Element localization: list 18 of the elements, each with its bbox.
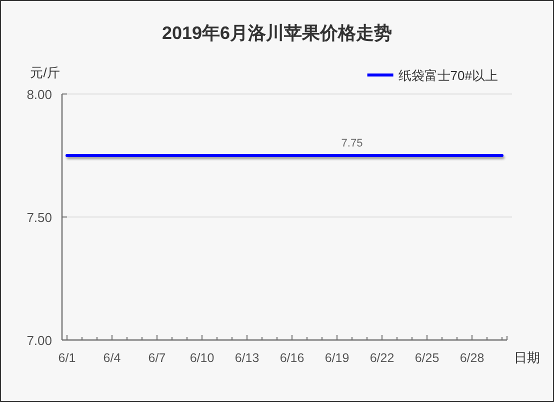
x-tick-label: 6/1	[58, 351, 76, 365]
y-tick-label: 8.00	[26, 87, 52, 102]
y-tick-label: 7.50	[26, 210, 52, 225]
title: 2019年6月洛川苹果价格走势	[162, 23, 392, 43]
y-tick-label: 7.00	[26, 333, 52, 348]
x-axis-title: 日期	[514, 350, 540, 365]
y-axis-title: 元/斤	[30, 65, 60, 80]
legend-label: 纸袋富士70#以上	[398, 68, 498, 83]
x-tick-label: 6/22	[370, 351, 394, 365]
x-tick-label: 6/7	[148, 351, 166, 365]
x-tick-label: 6/13	[234, 351, 260, 365]
x-tick-label: 6/10	[190, 351, 214, 365]
x-tick-label: 6/28	[460, 351, 484, 365]
x-tick-label: 6/16	[280, 351, 304, 365]
x-tick-label: 6/25	[414, 351, 440, 365]
data-label: 7.75	[341, 138, 363, 150]
x-tick-label: 6/4	[103, 351, 121, 365]
x-tick-label: 6/19	[324, 351, 350, 365]
